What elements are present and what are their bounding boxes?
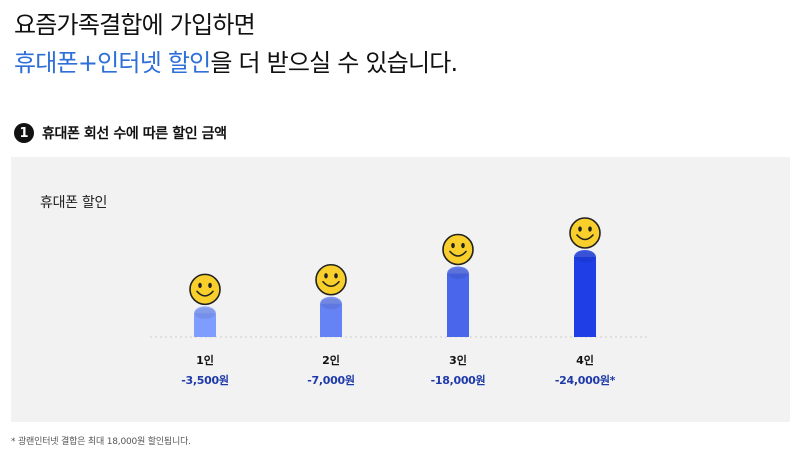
smiley-right-eye [334, 273, 338, 279]
headline-accent-text: 휴대폰+인터넷 할인 [14, 49, 211, 77]
smiley-face [569, 217, 601, 249]
category-label: 3인 [449, 353, 467, 367]
bar-cap-shade [321, 298, 341, 310]
smiley-face-icon [189, 273, 221, 306]
smiley-face [315, 263, 347, 296]
headline-line-2: 휴대폰+인터넷 할인을 더 받으실 수 있습니다. [14, 44, 458, 82]
smiley-left-eye [324, 273, 328, 279]
smiley-left-eye [578, 226, 582, 232]
bar-cap-shade [448, 268, 468, 279]
value-label: -24,000원* [555, 373, 616, 387]
bar-group: 2인 -7,000원 [307, 263, 355, 387]
bar-group: 4인 -24,000원* [555, 217, 616, 387]
bar-cap [447, 266, 469, 281]
bar [320, 303, 342, 337]
category-label: 2인 [322, 353, 340, 367]
smiley-left-eye [198, 282, 202, 288]
smiley-right-eye [208, 282, 212, 288]
smiley-mouth [449, 250, 467, 257]
smiley-mouth [322, 280, 340, 288]
section-title-text: 휴대폰 회선 수에 따른 할인 금액 [42, 126, 227, 142]
bar-cap-shade [575, 251, 595, 263]
smiley-mouth [196, 290, 214, 297]
footnote: * 광랜인터넷 결합은 최대 18,000원 할인됩니다. [11, 437, 191, 447]
headline-line-1: 요즘가족결합에 가입하면 [14, 11, 256, 39]
chart-title: 휴대폰 할인 [40, 195, 108, 211]
category-label: 4인 [576, 353, 594, 367]
smiley-right-eye [588, 226, 592, 232]
bar-group: 3인 -18,000원 [431, 233, 486, 387]
smiley-right-eye [461, 242, 465, 249]
headline-rest-text: 을 더 받으실 수 있습니다. [210, 49, 458, 77]
smiley-face [442, 233, 474, 266]
bar-cap-shade [195, 307, 215, 319]
smiley-left-eye [451, 242, 455, 249]
bar [447, 273, 469, 337]
section-number-badge: 1 [14, 123, 34, 143]
smiley-face-icon [442, 233, 474, 266]
section-title: 1 휴대폰 회선 수에 따른 할인 금액 [14, 122, 227, 144]
value-label: -3,500원 [181, 373, 229, 387]
smiley-face [189, 273, 221, 306]
value-label: -7,000원 [307, 373, 355, 387]
chart-panel: 휴대폰 할인 [11, 157, 790, 422]
value-label: -18,000원 [431, 373, 486, 387]
bar-cap [574, 250, 596, 264]
bar [574, 257, 596, 337]
category-label: 1인 [196, 353, 214, 367]
headline: 요즘가족결합에 가입하면 휴대폰+인터넷 할인을 더 받으실 수 있습니다. [14, 6, 458, 82]
bar-cap [194, 306, 216, 321]
smiley-face-icon [315, 263, 347, 296]
bar-cap [320, 296, 342, 311]
bar-group: 1인 -3,500원 [181, 273, 229, 387]
smiley-face-icon [569, 217, 601, 249]
smiley-mouth [576, 234, 594, 241]
